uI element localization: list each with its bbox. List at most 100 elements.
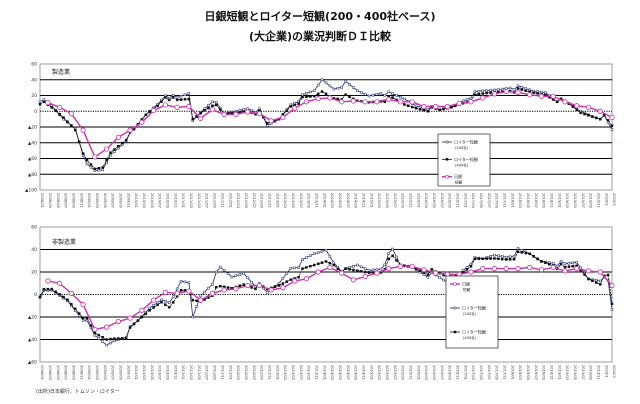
x-tick-label: 2012/01	[228, 365, 232, 380]
data-point	[414, 107, 418, 110]
data-point	[175, 98, 179, 102]
x-tick-label: 2019/05	[573, 193, 577, 208]
data-point	[363, 92, 367, 96]
data-point	[187, 92, 191, 95]
data-point	[97, 337, 101, 340]
data-point	[156, 301, 159, 304]
x-tick-label: 2013/07	[299, 193, 303, 208]
data-point	[85, 158, 89, 162]
data-point	[524, 89, 528, 92]
data-point	[444, 103, 451, 110]
data-point	[348, 83, 351, 86]
legend-marker	[445, 158, 449, 161]
data-point	[105, 338, 108, 341]
data-point	[152, 304, 155, 307]
data-point	[242, 108, 245, 111]
legend-label: 日銀	[462, 281, 470, 287]
data-point	[316, 262, 320, 266]
data-point	[277, 284, 281, 287]
data-point	[187, 97, 191, 101]
data-point	[80, 127, 86, 133]
data-point	[312, 89, 316, 92]
data-point	[532, 91, 535, 94]
x-tick-label: 2011/07	[205, 193, 209, 208]
data-point	[579, 111, 582, 115]
x-tick-label: 2015/07	[393, 193, 397, 208]
x-tick-label: 2013/03	[283, 193, 287, 208]
x-tick-label: 2016/03	[424, 193, 428, 208]
data-point	[595, 116, 598, 120]
data-point	[156, 303, 159, 307]
data-point	[289, 105, 292, 108]
data-point	[350, 277, 357, 283]
data-point	[485, 91, 488, 95]
x-tick-label: 2018/03	[518, 193, 522, 208]
x-tick-label: 2013/11	[314, 193, 318, 208]
x-tick-label: 2013/09	[307, 193, 311, 209]
y-tick-label: ▲40	[28, 337, 37, 343]
data-point	[481, 257, 484, 260]
x-tick-label: 2011/01	[181, 193, 185, 208]
data-point	[524, 87, 528, 90]
data-point	[45, 99, 51, 106]
data-point	[383, 93, 387, 97]
x-tick-label: 2016/03	[424, 365, 428, 380]
x-tick-label: 2012/09	[260, 365, 264, 381]
data-point	[45, 278, 51, 284]
data-point	[309, 264, 312, 268]
data-point	[477, 257, 481, 261]
data-point	[312, 252, 316, 256]
data-point	[352, 264, 355, 268]
data-point	[551, 262, 555, 265]
data-point	[297, 266, 300, 269]
data-point	[485, 89, 488, 92]
data-point	[38, 295, 42, 298]
data-point	[363, 270, 367, 274]
data-point	[524, 251, 528, 255]
data-point	[391, 96, 394, 99]
data-point	[386, 266, 392, 272]
x-tick-label: 2016/05	[432, 193, 436, 208]
x-tick-label: 2017/01	[463, 193, 467, 208]
data-point	[477, 89, 481, 93]
data-point	[410, 105, 414, 109]
x-tick-label: 2013/09	[307, 365, 311, 381]
data-point	[171, 93, 175, 97]
data-point	[485, 257, 488, 260]
data-point	[179, 98, 183, 101]
x-tick-label: 2013/01	[275, 365, 279, 380]
data-point	[89, 163, 93, 166]
data-point	[74, 307, 77, 311]
data-point	[595, 281, 598, 284]
data-point	[324, 248, 328, 252]
data-point	[77, 312, 81, 315]
data-point	[571, 261, 575, 265]
data-point	[256, 111, 262, 117]
data-point	[489, 257, 492, 260]
y-tick-label: ▲60	[28, 360, 37, 366]
data-point	[226, 272, 230, 275]
data-point	[209, 290, 215, 296]
data-point	[473, 93, 477, 96]
data-point	[456, 100, 462, 106]
x-tick-label: 2013/11	[314, 365, 318, 380]
x-tick-label: 2018/11	[550, 193, 554, 208]
data-point	[473, 90, 477, 93]
data-point	[113, 337, 116, 340]
data-point	[469, 96, 473, 100]
x-tick-label: 2015/09	[401, 193, 405, 209]
data-point	[360, 270, 363, 273]
data-point	[395, 255, 398, 259]
x-tick-label: 2013/05	[291, 365, 295, 380]
data-point	[280, 285, 286, 291]
data-point	[58, 293, 61, 296]
data-point	[418, 108, 422, 111]
data-point	[215, 285, 218, 289]
data-point	[56, 280, 63, 286]
data-point	[356, 269, 359, 272]
data-point	[105, 161, 108, 164]
x-tick-label: 2016/09	[448, 365, 452, 381]
data-point	[367, 94, 371, 98]
data-point	[536, 257, 539, 261]
